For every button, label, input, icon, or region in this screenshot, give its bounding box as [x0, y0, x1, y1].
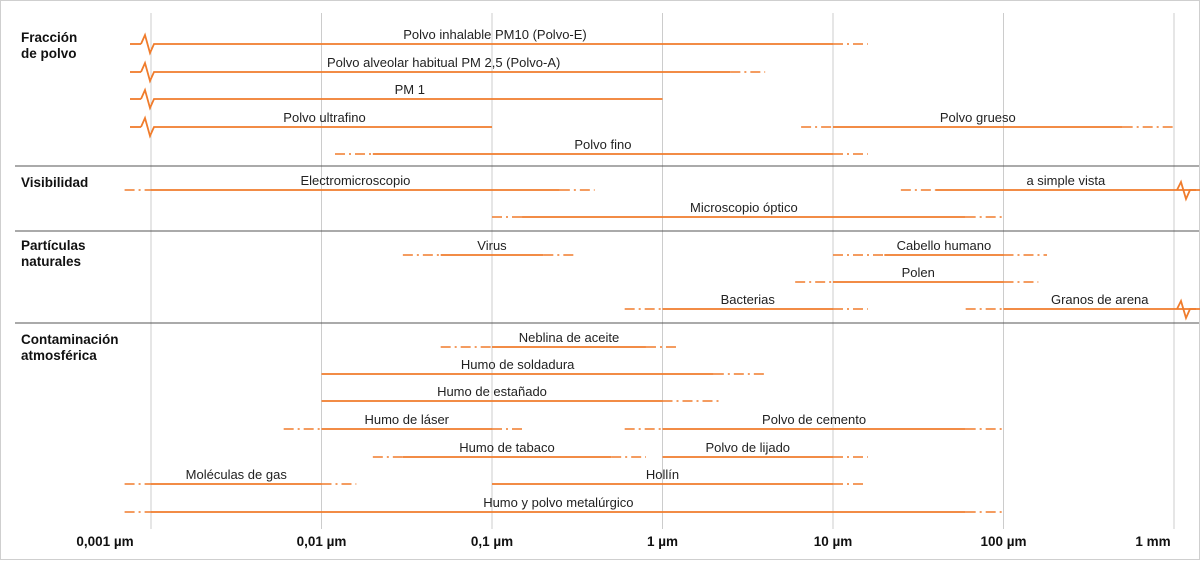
- bar-label: Microscopio óptico: [690, 200, 798, 215]
- x-tick-label: 0,01 µm: [297, 534, 347, 549]
- range-bar: Microscopio óptico: [492, 200, 1004, 218]
- break-left-icon: [140, 32, 157, 56]
- range-bar: Polen: [795, 265, 1039, 283]
- x-tick-label: 0,1 µm: [471, 534, 513, 549]
- range-bar: Cabello humano: [833, 238, 1048, 256]
- group-title: Contaminación atmosférica: [21, 332, 119, 363]
- range-bar: Polvo de lijado: [662, 440, 868, 458]
- bar-label: Granos de arena: [1051, 292, 1149, 307]
- range-bar: Polvo de cemento: [624, 412, 1004, 430]
- range-bar: Humo de tabaco: [372, 440, 646, 458]
- bar-label: Polvo inhalable PM10 (Polvo-E): [403, 27, 587, 42]
- range-bar: Humo de láser: [283, 412, 523, 430]
- bar-label: Polvo de lijado: [705, 440, 790, 455]
- bar-label: Polvo grueso: [940, 110, 1016, 125]
- bar-label: PM 1: [395, 82, 425, 97]
- x-tick-label: 1 mm: [1135, 534, 1170, 549]
- range-bar: Neblina de aceite: [440, 330, 677, 348]
- bar-label: Bacterias: [721, 292, 776, 307]
- x-tick-label: 10 µm: [814, 534, 853, 549]
- bar-label: Polen: [902, 265, 935, 280]
- group-title: Partículas naturales: [21, 238, 86, 269]
- range-bar: a simple vista: [900, 173, 1200, 202]
- range-bar: PM 1: [130, 82, 663, 111]
- range-bar: Humo y polvo metalúrgico: [124, 495, 1004, 513]
- break-left-icon: [140, 87, 157, 111]
- x-tick-label: 100 µm: [980, 534, 1026, 549]
- range-bar: Humo de soldadura: [321, 357, 766, 375]
- break-right-icon: [1176, 298, 1200, 321]
- group-title: Fracción de polvo: [21, 30, 77, 61]
- range-bar: Polvo alveolar habitual PM 2,5 (Polvo-A): [130, 55, 766, 84]
- bar-label: Hollín: [646, 467, 679, 482]
- bar-label: a simple vista: [1026, 173, 1106, 188]
- range-bar: Humo de estañado: [321, 384, 721, 402]
- bar-label: Humo de soldadura: [461, 357, 575, 372]
- bar-label: Humo de estañado: [437, 384, 547, 399]
- bar-label: Polvo fino: [574, 137, 631, 152]
- bar-label: Polvo ultrafino: [283, 110, 365, 125]
- bar-label: Polvo de cemento: [762, 412, 866, 427]
- break-left-icon: [140, 60, 157, 84]
- range-bar: Electromicroscopio: [124, 173, 595, 191]
- break-left-icon: [140, 115, 157, 139]
- group-title: Visibilidad: [21, 175, 88, 190]
- range-bar: Hollín: [492, 467, 864, 485]
- break-right-icon: [1176, 179, 1200, 202]
- bar-label: Humo de tabaco: [459, 440, 554, 455]
- bar-label: Virus: [477, 238, 507, 253]
- range-bar: Bacterias: [624, 292, 868, 310]
- bar-label: Polvo alveolar habitual PM 2,5 (Polvo-A): [327, 55, 560, 70]
- range-bar: Virus: [402, 238, 574, 256]
- bar-label: Humo de láser: [364, 412, 449, 427]
- range-bar: Moléculas de gas: [124, 467, 357, 485]
- x-tick-label: 1 µm: [647, 534, 678, 549]
- x-tick-label: 0,001 µm: [76, 534, 133, 549]
- bar-label: Electromicroscopio: [301, 173, 411, 188]
- range-bar: Polvo grueso: [801, 110, 1174, 128]
- bar-label: Moléculas de gas: [186, 467, 288, 482]
- range-bar: Granos de arena: [965, 292, 1200, 321]
- range-bar: Polvo ultrafino: [130, 110, 492, 139]
- range-bar: Polvo fino: [335, 137, 868, 155]
- bar-label: Cabello humano: [897, 238, 992, 253]
- bar-label: Humo y polvo metalúrgico: [483, 495, 633, 510]
- range-bar: Polvo inhalable PM10 (Polvo-E): [130, 27, 868, 56]
- bar-label: Neblina de aceite: [519, 330, 619, 345]
